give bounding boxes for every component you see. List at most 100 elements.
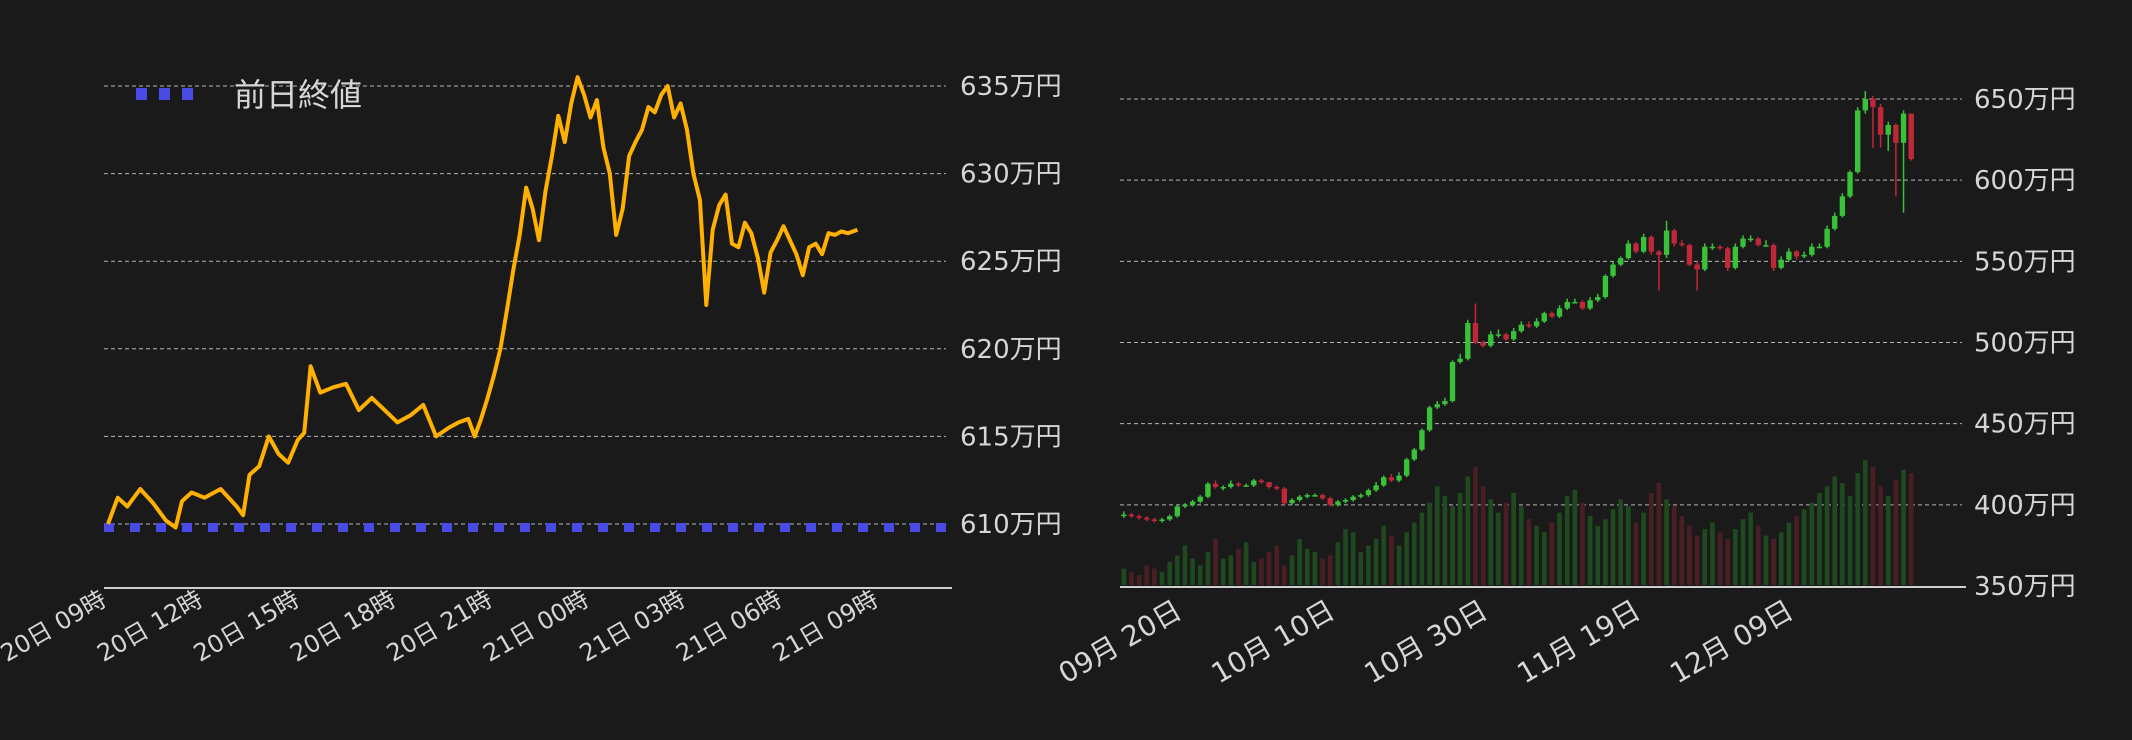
candle-body (1266, 482, 1272, 487)
candle-body (1786, 251, 1792, 260)
volume-bar (1213, 538, 1218, 585)
candle-body (1778, 259, 1784, 268)
volume-bar (1442, 496, 1448, 585)
volume-bar (1603, 519, 1608, 585)
candle-body (1342, 499, 1349, 502)
volume-bar (1679, 515, 1685, 585)
candle-body (1212, 483, 1219, 487)
volume-bar (1748, 512, 1753, 585)
intraday-x-tick-label: 21日 00時 (478, 585, 593, 668)
candle-body (1465, 323, 1471, 359)
daily-gridlines (1120, 98, 1962, 506)
volume-bar (1870, 466, 1876, 585)
candle-body (1251, 480, 1257, 486)
candle-body (1809, 246, 1815, 255)
intraday-x-tick-label: 20日 12時 (92, 585, 207, 668)
candle-body (1793, 251, 1800, 257)
volume-bar (1366, 545, 1371, 585)
candle-body (1426, 407, 1433, 431)
volume-bar (1587, 515, 1593, 585)
volume-bar (1618, 499, 1623, 585)
candle-body (1740, 238, 1746, 247)
candle-body (1533, 321, 1540, 327)
volume-bar (1129, 571, 1134, 585)
candle-body (1587, 300, 1593, 309)
daily-volume-bars (1121, 460, 1914, 585)
candle-body (1770, 245, 1777, 268)
candle-body (1174, 506, 1181, 517)
candle-body (1503, 334, 1509, 340)
intraday-y-tick-label: 620万円 (960, 335, 1062, 365)
candle-body (1480, 342, 1486, 346)
candle-body (1572, 301, 1578, 304)
candle-body (1274, 486, 1280, 489)
volume-bar (1847, 496, 1853, 585)
volume-bar (1289, 555, 1295, 585)
candle-body (1121, 514, 1127, 517)
volume-bar (1312, 552, 1318, 585)
intraday-x-tick-label: 21日 03時 (575, 585, 690, 668)
volume-bar (1733, 529, 1738, 585)
candle-body (1335, 501, 1341, 505)
candle-body (1877, 107, 1884, 135)
volume-bar (1771, 538, 1776, 585)
volume-bar (1373, 538, 1379, 585)
candle-body (1862, 99, 1868, 111)
daily-x-tick-label: 09月 20日 (1053, 593, 1187, 690)
volume-bar (1648, 492, 1654, 585)
candle-body (1403, 459, 1410, 476)
volume-bar (1465, 476, 1471, 585)
volume-bar (1664, 499, 1669, 585)
volume-bar (1121, 568, 1127, 585)
candle-body (1801, 254, 1807, 257)
candle-body (1235, 483, 1242, 486)
daily-y-tick-label: 500万円 (1974, 329, 2076, 359)
volume-bar (1175, 555, 1180, 585)
candle-body (1243, 485, 1249, 487)
volume-bar (1480, 486, 1486, 585)
candle-body (1832, 215, 1838, 229)
candle-body (1365, 490, 1372, 496)
volume-bar (1488, 499, 1494, 585)
candle-body (1350, 496, 1356, 500)
candle-body (1128, 514, 1135, 517)
candle-body (1182, 504, 1188, 507)
volume-bar (1710, 522, 1715, 585)
candle-body (1747, 238, 1754, 241)
candle-body (1388, 477, 1395, 481)
volume-bar (1541, 532, 1547, 585)
candle-body (1541, 313, 1547, 322)
intraday-x-tick-label: 20日 09時 (0, 585, 111, 668)
volume-bar (1503, 502, 1509, 585)
candle-body (1373, 485, 1379, 491)
volume-bar (1343, 529, 1348, 585)
candle-body (1319, 495, 1326, 499)
candle-body (1870, 99, 1876, 108)
candle-body (1495, 334, 1502, 336)
volume-bar (1740, 519, 1746, 585)
volume-bar (1251, 561, 1257, 585)
volume-bar (1320, 558, 1325, 585)
intraday-y-tick-label: 610万円 (960, 510, 1062, 540)
volume-bar (1809, 502, 1815, 585)
volume-bar (1557, 512, 1562, 585)
volume-bar (1549, 522, 1555, 585)
candle-body (1151, 519, 1158, 522)
daily-x-tick-label: 12月 09日 (1664, 593, 1798, 690)
candle-body (1396, 475, 1402, 481)
volume-bar (1564, 496, 1570, 585)
candle-body (1702, 246, 1708, 270)
volume-bar (1243, 542, 1249, 585)
daily-candles (1121, 90, 1914, 523)
candle-body (1885, 124, 1891, 135)
volume-bar (1404, 532, 1409, 585)
candle-body (1358, 495, 1364, 497)
volume-bar (1840, 483, 1845, 585)
volume-bar (1182, 545, 1188, 585)
volume-bar (1534, 525, 1539, 585)
volume-bar (1434, 486, 1440, 585)
volume-bar (1717, 532, 1723, 585)
daily-y-tick-labels: 350万円 400万円 450万円 500万円 550万円 600万円 650万円 (1974, 85, 2076, 602)
candle-body (1556, 308, 1563, 317)
